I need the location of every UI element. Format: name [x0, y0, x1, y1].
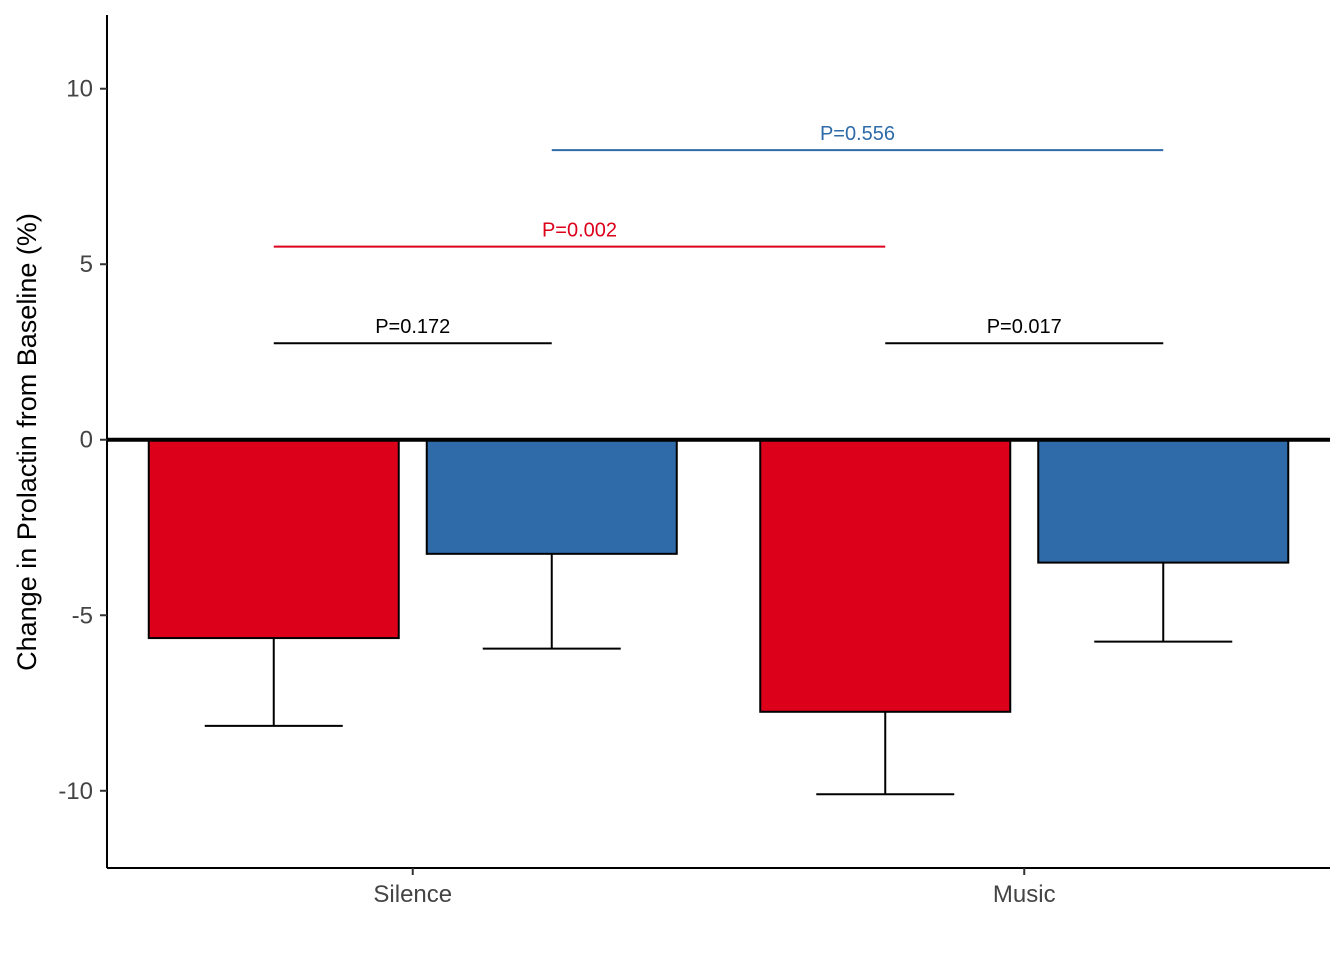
y-tick-label: 10	[66, 76, 93, 103]
p-value-label: P=0.172	[375, 316, 450, 338]
y-axis-title: Change in Prolactin from Baseline (%)	[12, 213, 42, 671]
p-value-label: P=0.556	[820, 123, 895, 145]
x-tick-label: Silence	[373, 881, 452, 908]
bar	[1037, 438, 1290, 564]
p-value-label: P=0.002	[542, 220, 617, 242]
y-tick-label: 5	[80, 251, 93, 278]
x-tick-label: Music	[993, 881, 1056, 908]
bar	[147, 438, 400, 640]
p-value-label: P=0.017	[987, 316, 1062, 338]
y-tick-label: 0	[80, 427, 93, 454]
bar	[759, 438, 1012, 713]
y-tick-label: -10	[58, 778, 93, 805]
y-tick-label: -5	[72, 602, 93, 629]
bar	[425, 438, 678, 555]
